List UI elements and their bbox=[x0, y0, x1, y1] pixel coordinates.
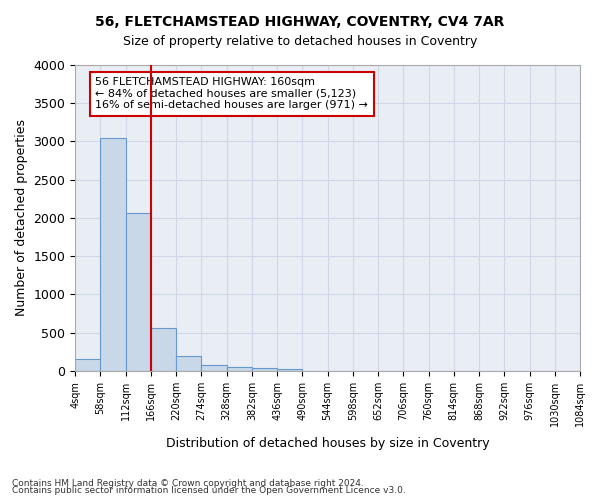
Text: Contains HM Land Registry data © Crown copyright and database right 2024.: Contains HM Land Registry data © Crown c… bbox=[12, 478, 364, 488]
Y-axis label: Number of detached properties: Number of detached properties bbox=[15, 120, 28, 316]
Bar bbox=[75, 360, 100, 371]
Text: Contains public sector information licensed under the Open Government Licence v3: Contains public sector information licen… bbox=[12, 486, 406, 495]
Bar bbox=[125, 214, 151, 371]
Bar bbox=[151, 328, 176, 371]
Bar bbox=[100, 138, 125, 371]
Text: Size of property relative to detached houses in Coventry: Size of property relative to detached ho… bbox=[123, 35, 477, 48]
Bar bbox=[277, 370, 302, 371]
Text: 56, FLETCHAMSTEAD HIGHWAY, COVENTRY, CV4 7AR: 56, FLETCHAMSTEAD HIGHWAY, COVENTRY, CV4… bbox=[95, 15, 505, 29]
X-axis label: Distribution of detached houses by size in Coventry: Distribution of detached houses by size … bbox=[166, 437, 490, 450]
Bar bbox=[202, 365, 227, 371]
Bar bbox=[176, 356, 202, 371]
Bar bbox=[252, 368, 277, 371]
Text: 56 FLETCHAMSTEAD HIGHWAY: 160sqm
← 84% of detached houses are smaller (5,123)
16: 56 FLETCHAMSTEAD HIGHWAY: 160sqm ← 84% o… bbox=[95, 77, 368, 110]
Bar bbox=[227, 366, 252, 371]
